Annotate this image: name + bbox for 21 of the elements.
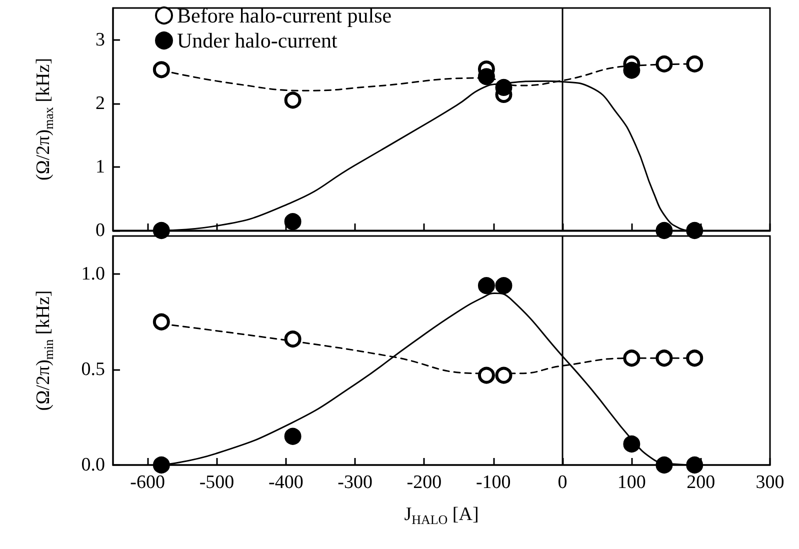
y-tick-label: 1 — [96, 156, 105, 178]
x-tick-label: 200 — [686, 472, 716, 493]
y-tick-label: 3 — [96, 29, 105, 50]
x-tick-label: -500 — [199, 472, 234, 493]
x-tick-label: 0 — [558, 472, 568, 493]
x-tick-label: -200 — [406, 472, 442, 493]
y-tick-label: 0.0 — [81, 454, 105, 476]
y-axis-title: (Ω/2π)max [kHz] — [33, 58, 56, 181]
legend-label: Before halo-current pulse — [177, 4, 392, 28]
x-tick-label: 300 — [756, 472, 784, 493]
y-tick-label: 2 — [96, 92, 105, 114]
legend-label: Under halo-current — [177, 28, 338, 52]
x-tick-label: -100 — [476, 472, 511, 493]
x-tick-label: -400 — [268, 472, 304, 493]
x-tick-label: -300 — [338, 472, 372, 493]
y-tick-label: 0.5 — [81, 359, 105, 380]
y-tick-label: 1.0 — [81, 264, 105, 285]
y-axis-title: (Ω/2π)min [kHz] — [33, 290, 56, 411]
y-tick-label: 0 — [96, 220, 105, 241]
x-tick-label: -600 — [130, 472, 165, 493]
x-tick-label: 100 — [617, 472, 646, 493]
